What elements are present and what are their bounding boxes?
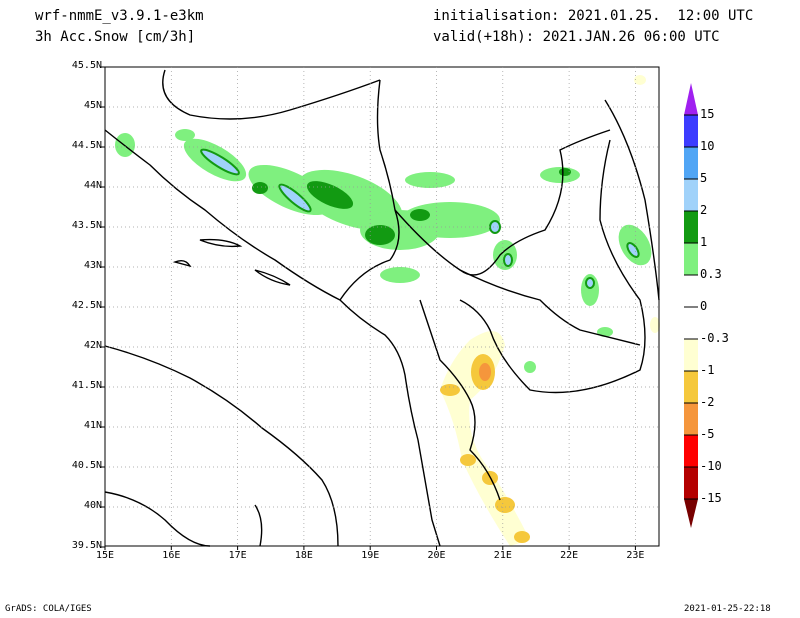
lat-label: 40N [83,500,102,511]
lat-label: 43N [83,260,102,271]
colorbar-segment [684,339,698,371]
model-name: wrf-nmmE_v3.9.1-e3km [35,8,204,24]
colorbar-label: -1 [700,363,715,377]
coastlines-borders [104,69,660,547]
colorbar-label: 2 [700,203,708,217]
lat-label: 41N [83,420,102,431]
lon-label: 22E [560,550,579,561]
colorbar-segment [684,115,698,147]
lat-label: 44.5N [71,140,102,151]
lat-label: 40.5N [71,460,102,471]
colorbar-segment [684,211,698,243]
colorbar-segment [684,83,698,115]
snow-field [115,75,660,546]
colorbar-label: -10 [700,459,722,473]
colorbar-segment [684,499,698,528]
colorbar-segment [684,435,698,467]
colorbar-segment [684,307,698,339]
colorbar-segment [684,147,698,179]
colorbar-segment [684,179,698,211]
colorbar-label: 5 [700,171,708,185]
colorbar-label: 0.3 [700,267,722,281]
lat-label: 45N [83,100,102,111]
colorbar-segment [684,403,698,435]
colorbar-label: -15 [700,491,722,505]
lon-label: 17E [228,550,247,561]
lat-label: 39.5N [71,540,102,551]
colorbar-label: -2 [700,395,715,409]
colorbar-label: 0 [700,299,708,313]
colorbar-label: -0.3 [700,331,729,345]
lon-label: 20E [427,550,446,561]
footer-credit: GrADS: COLA/IGES [5,604,92,614]
colorbar-label: 1 [700,235,708,249]
valid-time: valid(+18h): 2021.JAN.26 06:00 UTC [433,29,720,45]
lat-label: 42N [83,340,102,351]
lon-label: 15E [96,550,115,561]
lon-label: 16E [162,550,181,561]
lon-label: 21E [493,550,512,561]
colorbar-label: -5 [700,427,715,441]
lat-label: 45.5N [71,60,102,71]
colorbar-segment [684,371,698,403]
lat-label: 41.5N [71,380,102,391]
lat-label: 42.5N [71,300,102,311]
colorbar-segment [684,467,698,499]
variable-title: 3h Acc.Snow [cm/3h] [35,29,196,45]
colorbar-label: 10 [700,139,715,153]
lat-label: 44N [83,180,102,191]
initialisation-time: initialisation: 2021.01.25. 12:00 UTC [433,8,754,24]
lon-label: 23E [626,550,645,561]
colorbar-segment [684,243,698,275]
lon-label: 19E [361,550,380,561]
colorbar [684,83,698,528]
colorbar-label: 15 [700,107,715,121]
footer-timestamp: 2021-01-25-22:18 [684,604,771,614]
lat-label: 43.5N [71,220,102,231]
lon-label: 18E [294,550,313,561]
colorbar-segment [684,275,698,307]
